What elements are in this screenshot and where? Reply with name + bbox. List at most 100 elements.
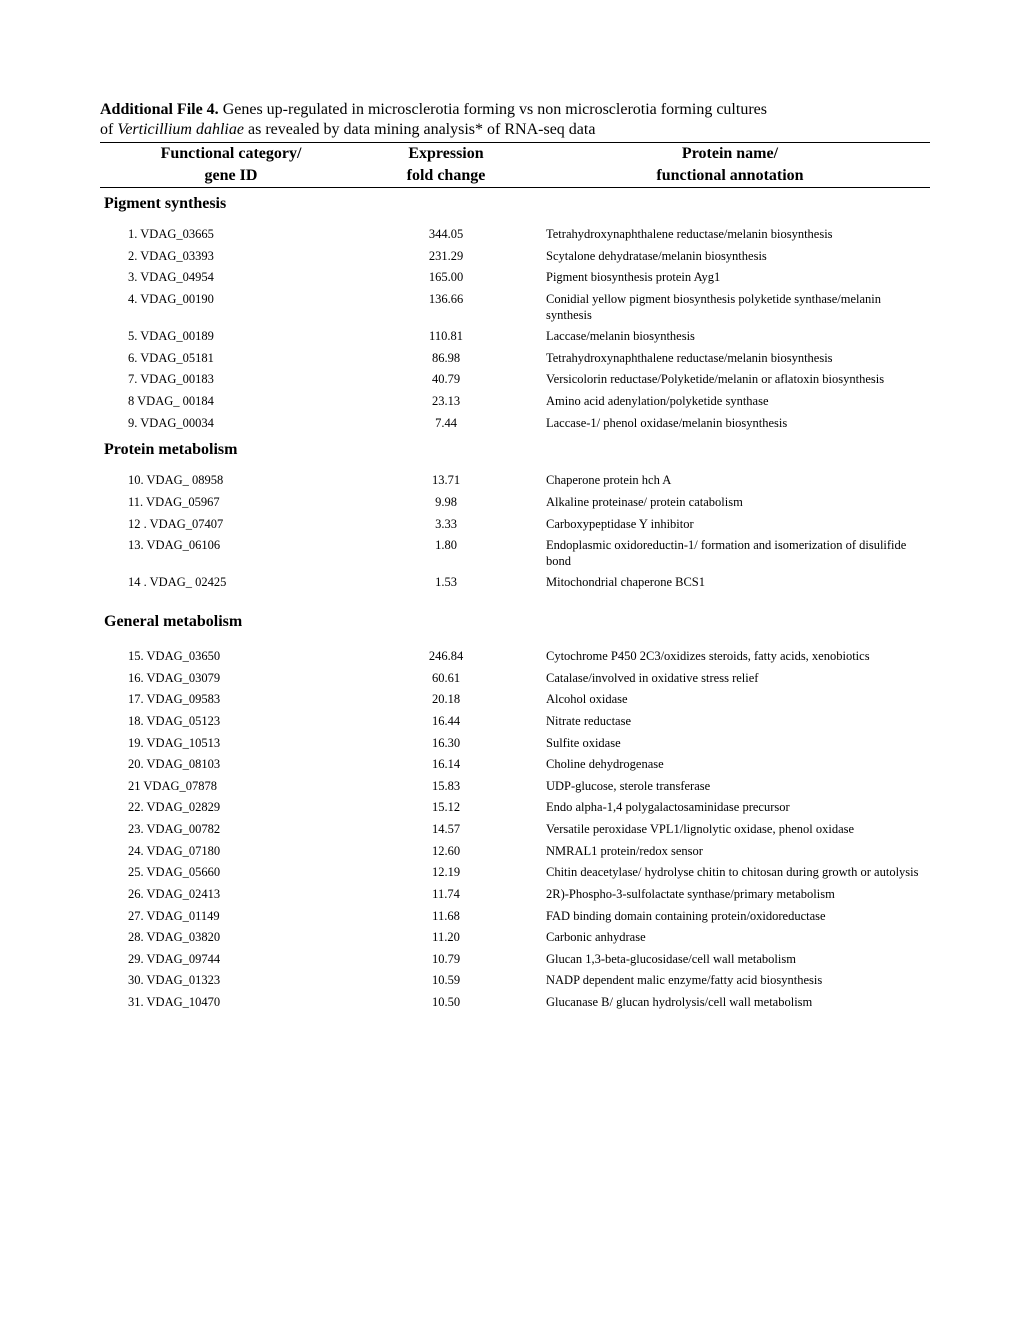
category-header: General metabolism xyxy=(100,594,930,646)
annotation: Tetrahydroxynaphthalene reductase/melani… xyxy=(530,224,930,246)
gene-id: 9. VDAG_00034 xyxy=(100,413,362,435)
annotation: Laccase/melanin biosynthesis xyxy=(530,326,930,348)
fold-change: 7.44 xyxy=(362,413,530,435)
category-name: General metabolism xyxy=(100,594,930,646)
gene-id: 4. VDAG_00190 xyxy=(100,289,362,326)
fold-change: 14.57 xyxy=(362,819,530,841)
fold-change: 12.60 xyxy=(362,841,530,863)
fold-change: 11.20 xyxy=(362,927,530,949)
table-row: 4. VDAG_00190136.66Conidial yellow pigme… xyxy=(100,289,930,326)
title-line2-post: as revealed by data mining analysis* of … xyxy=(244,121,595,138)
annotation: Alkaline proteinase/ protein catabolism xyxy=(530,492,930,514)
fold-change: 110.81 xyxy=(362,326,530,348)
header-col1b: gene ID xyxy=(100,165,362,188)
fold-change: 344.05 xyxy=(362,224,530,246)
header-col3b: functional annotation xyxy=(530,165,930,188)
annotation: Scytalone dehydratase/melanin biosynthes… xyxy=(530,246,930,268)
fold-change: 165.00 xyxy=(362,267,530,289)
fold-change: 60.61 xyxy=(362,668,530,690)
title-lead: Additional File 4. xyxy=(100,101,219,118)
table-row: 22. VDAG_0282915.12Endo alpha-1,4 polyga… xyxy=(100,797,930,819)
fold-change: 11.68 xyxy=(362,906,530,928)
table-row: 7. VDAG_0018340.79Versicolorin reductase… xyxy=(100,369,930,391)
gene-id: 31. VDAG_10470 xyxy=(100,992,362,1014)
gene-id: 13. VDAG_06106 xyxy=(100,535,362,572)
gene-id: 18. VDAG_05123 xyxy=(100,711,362,733)
table-row: 1. VDAG_03665344.05Tetrahydroxynaphthale… xyxy=(100,224,930,246)
fold-change: 9.98 xyxy=(362,492,530,514)
table-row: 30. VDAG_0132310.59NADP dependent malic … xyxy=(100,970,930,992)
annotation: FAD binding domain containing protein/ox… xyxy=(530,906,930,928)
gene-id: 12 . VDAG_07407 xyxy=(100,514,362,536)
category-name: Protein metabolism xyxy=(100,434,930,470)
fold-change: 16.44 xyxy=(362,711,530,733)
gene-id: 6. VDAG_05181 xyxy=(100,348,362,370)
table-row: 12 . VDAG_074073.33Carboxypeptidase Y in… xyxy=(100,514,930,536)
table-row: 19. VDAG_1051316.30Sulfite oxidase xyxy=(100,733,930,755)
annotation: Nitrate reductase xyxy=(530,711,930,733)
annotation: Tetrahydroxynaphthalene reductase/melani… xyxy=(530,348,930,370)
gene-id: 21 VDAG_07878 xyxy=(100,776,362,798)
fold-change: 231.29 xyxy=(362,246,530,268)
gene-id: 29. VDAG_09744 xyxy=(100,949,362,971)
table-row: 8 VDAG_ 0018423.13Amino acid adenylation… xyxy=(100,391,930,413)
gene-id: 25. VDAG_05660 xyxy=(100,862,362,884)
table-row: 23. VDAG_0078214.57Versatile peroxidase … xyxy=(100,819,930,841)
annotation: Choline dehydrogenase xyxy=(530,754,930,776)
annotation: Chitin deacetylase/ hydrolyse chitin to … xyxy=(530,862,930,884)
fold-change: 10.59 xyxy=(362,970,530,992)
annotation: Alcohol oxidase xyxy=(530,689,930,711)
annotation: Glucan 1,3-beta-glucosidase/cell wall me… xyxy=(530,949,930,971)
table-row: 18. VDAG_0512316.44Nitrate reductase xyxy=(100,711,930,733)
title-line2-pre: of xyxy=(100,121,117,138)
header-col2b: fold change xyxy=(362,165,530,188)
fold-change: 12.19 xyxy=(362,862,530,884)
fold-change: 15.83 xyxy=(362,776,530,798)
category-header: Pigment synthesis xyxy=(100,188,930,225)
table-row: 27. VDAG_0114911.68FAD binding domain co… xyxy=(100,906,930,928)
annotation: UDP-glucose, sterole transferase xyxy=(530,776,930,798)
fold-change: 136.66 xyxy=(362,289,530,326)
category-header: Protein metabolism xyxy=(100,434,930,470)
fold-change: 16.30 xyxy=(362,733,530,755)
annotation: NMRAL1 protein/redox sensor xyxy=(530,841,930,863)
annotation: Cytochrome P450 2C3/oxidizes steroids, f… xyxy=(530,646,930,668)
gene-id: 20. VDAG_08103 xyxy=(100,754,362,776)
header-col3a: Protein name/ xyxy=(530,143,930,166)
table-row: 28. VDAG_0382011.20Carbonic anhydrase xyxy=(100,927,930,949)
title-line2-italic: Verticillium dahliae xyxy=(117,121,244,138)
annotation: Carboxypeptidase Y inhibitor xyxy=(530,514,930,536)
table-row: 13. VDAG_061061.80Endoplasmic oxidoreduc… xyxy=(100,535,930,572)
gene-id: 22. VDAG_02829 xyxy=(100,797,362,819)
annotation: Mitochondrial chaperone BCS1 xyxy=(530,572,930,594)
annotation: 2R)-Phospho-3-sulfolactate synthase/prim… xyxy=(530,884,930,906)
fold-change: 86.98 xyxy=(362,348,530,370)
annotation: Versicolorin reductase/Polyketide/melani… xyxy=(530,369,930,391)
fold-change: 246.84 xyxy=(362,646,530,668)
annotation: Sulfite oxidase xyxy=(530,733,930,755)
gene-id: 27. VDAG_01149 xyxy=(100,906,362,928)
table-row: 20. VDAG_0810316.14Choline dehydrogenase xyxy=(100,754,930,776)
data-table: Functional category/ Expression Protein … xyxy=(100,142,930,1014)
gene-id: 15. VDAG_03650 xyxy=(100,646,362,668)
gene-id: 10. VDAG_ 08958 xyxy=(100,470,362,492)
annotation: Laccase-1/ phenol oxidase/melanin biosyn… xyxy=(530,413,930,435)
gene-id: 11. VDAG_05967 xyxy=(100,492,362,514)
table-row: 17. VDAG_0958320.18Alcohol oxidase xyxy=(100,689,930,711)
document-title: Additional File 4. Genes up-regulated in… xyxy=(100,100,930,140)
annotation: Pigment biosynthesis protein Ayg1 xyxy=(530,267,930,289)
gene-id: 3. VDAG_04954 xyxy=(100,267,362,289)
fold-change: 15.12 xyxy=(362,797,530,819)
table-row: 9. VDAG_000347.44Laccase-1/ phenol oxida… xyxy=(100,413,930,435)
fold-change: 16.14 xyxy=(362,754,530,776)
annotation: Catalase/involved in oxidative stress re… xyxy=(530,668,930,690)
gene-id: 16. VDAG_03079 xyxy=(100,668,362,690)
gene-id: 7. VDAG_00183 xyxy=(100,369,362,391)
table-row: 11. VDAG_059679.98Alkaline proteinase/ p… xyxy=(100,492,930,514)
annotation: Endoplasmic oxidoreductin-1/ formation a… xyxy=(530,535,930,572)
table-row: 25. VDAG_0566012.19Chitin deacetylase/ h… xyxy=(100,862,930,884)
annotation: Glucanase B/ glucan hydrolysis/cell wall… xyxy=(530,992,930,1014)
table-row: 29. VDAG_0974410.79Glucan 1,3-beta-gluco… xyxy=(100,949,930,971)
table-row: 3. VDAG_04954165.00Pigment biosynthesis … xyxy=(100,267,930,289)
annotation: Conidial yellow pigment biosynthesis pol… xyxy=(530,289,930,326)
